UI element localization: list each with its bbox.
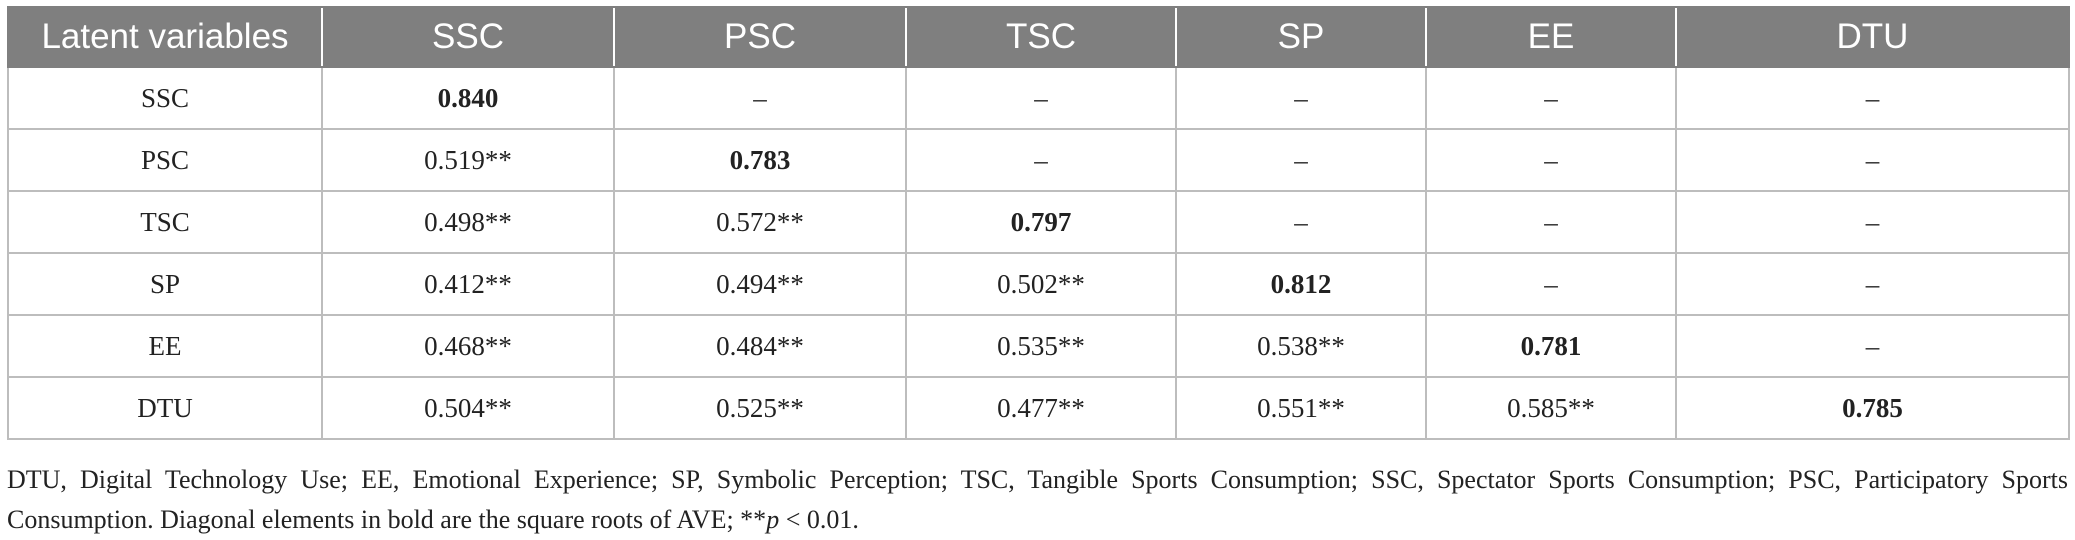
footnote-p-symbol: p <box>766 505 780 534</box>
table-cell: – <box>1675 128 2070 192</box>
table-cell: – <box>1425 128 1677 192</box>
table-cell: 0.412** <box>321 252 615 316</box>
table-cell: – <box>1425 190 1677 254</box>
row-label: PSC <box>7 128 323 192</box>
table-footnote: DTU, Digital Technology Use; EE, Emotion… <box>7 460 2068 540</box>
table-header: Latent variables SSC PSC TSC SP EE DTU <box>7 6 2070 68</box>
column-header-ssc: SSC <box>321 6 614 68</box>
table-cell: 0.525** <box>613 376 907 440</box>
table-cell-diagonal: 0.840 <box>321 66 615 130</box>
header-row: Latent variables SSC PSC TSC SP EE DTU <box>7 6 2070 68</box>
table-body: SSC 0.840– – – – – PSC 0.519** 0.783– – – – TSC 0.498… <box>7 66 2070 440</box>
row-label: DTU <box>7 376 323 440</box>
correlation-table-container: Latent variables SSC PSC TSC SP EE DTU SSC 0.84… <box>7 6 2070 440</box>
table-cell: – <box>1175 128 1427 192</box>
table-cell: 0.494** <box>613 252 907 316</box>
column-header-psc: PSC <box>613 6 906 68</box>
row-label: SP <box>7 252 323 316</box>
row-label: TSC <box>7 190 323 254</box>
table-row: EE 0.468** 0.484** 0.535** 0.538** 0.781– <box>7 314 2070 378</box>
table-cell: – <box>1425 66 1677 130</box>
row-label: SSC <box>7 66 323 130</box>
table-cell: – <box>905 128 1177 192</box>
discriminant-validity-table: Latent variables SSC PSC TSC SP EE DTU SSC 0.84… <box>7 6 2070 440</box>
column-header-tsc: TSC <box>905 6 1176 68</box>
column-header-ee: EE <box>1425 6 1676 68</box>
footnote-text-end: < 0.01. <box>779 505 859 534</box>
table-cell: 0.519** <box>321 128 615 192</box>
row-label: EE <box>7 314 323 378</box>
table-row: SP 0.412** 0.494** 0.502** 0.812– – <box>7 252 2070 316</box>
table-cell-diagonal: 0.783 <box>613 128 907 192</box>
table-cell-diagonal: 0.785 <box>1675 376 2070 440</box>
table-cell: – <box>1175 190 1427 254</box>
column-header-latent-variables: Latent variables <box>7 6 322 68</box>
table-cell: 0.535** <box>905 314 1177 378</box>
footnote-text: DTU, Digital Technology Use; EE, Emotion… <box>7 465 2068 534</box>
table-cell: 0.498** <box>321 190 615 254</box>
table-row: TSC 0.498** 0.572** 0.797– – – <box>7 190 2070 254</box>
table-cell-diagonal: 0.812 <box>1175 252 1427 316</box>
table-cell-diagonal: 0.781 <box>1425 314 1677 378</box>
table-cell: – <box>905 66 1177 130</box>
table-cell: 0.477** <box>905 376 1177 440</box>
table-cell: – <box>1675 314 2070 378</box>
table-cell: – <box>1675 66 2070 130</box>
table-cell: 0.585** <box>1425 376 1677 440</box>
table-cell: 0.502** <box>905 252 1177 316</box>
column-header-sp: SP <box>1175 6 1426 68</box>
table-cell-diagonal: 0.797 <box>905 190 1177 254</box>
column-header-dtu: DTU <box>1675 6 2070 68</box>
table-cell: – <box>1675 252 2070 316</box>
table-cell: – <box>1675 190 2070 254</box>
table-cell: – <box>613 66 907 130</box>
table-row: DTU 0.504** 0.525** 0.477** 0.551** 0.585** 0.… <box>7 376 2070 440</box>
table-cell: 0.484** <box>613 314 907 378</box>
table-cell: – <box>1425 252 1677 316</box>
table-row: PSC 0.519** 0.783– – – – <box>7 128 2070 192</box>
table-cell: 0.551** <box>1175 376 1427 440</box>
table-cell: – <box>1175 66 1427 130</box>
table-cell: 0.504** <box>321 376 615 440</box>
table-cell: 0.572** <box>613 190 907 254</box>
table-cell: 0.538** <box>1175 314 1427 378</box>
table-row: SSC 0.840– – – – – <box>7 66 2070 130</box>
table-cell: 0.468** <box>321 314 615 378</box>
